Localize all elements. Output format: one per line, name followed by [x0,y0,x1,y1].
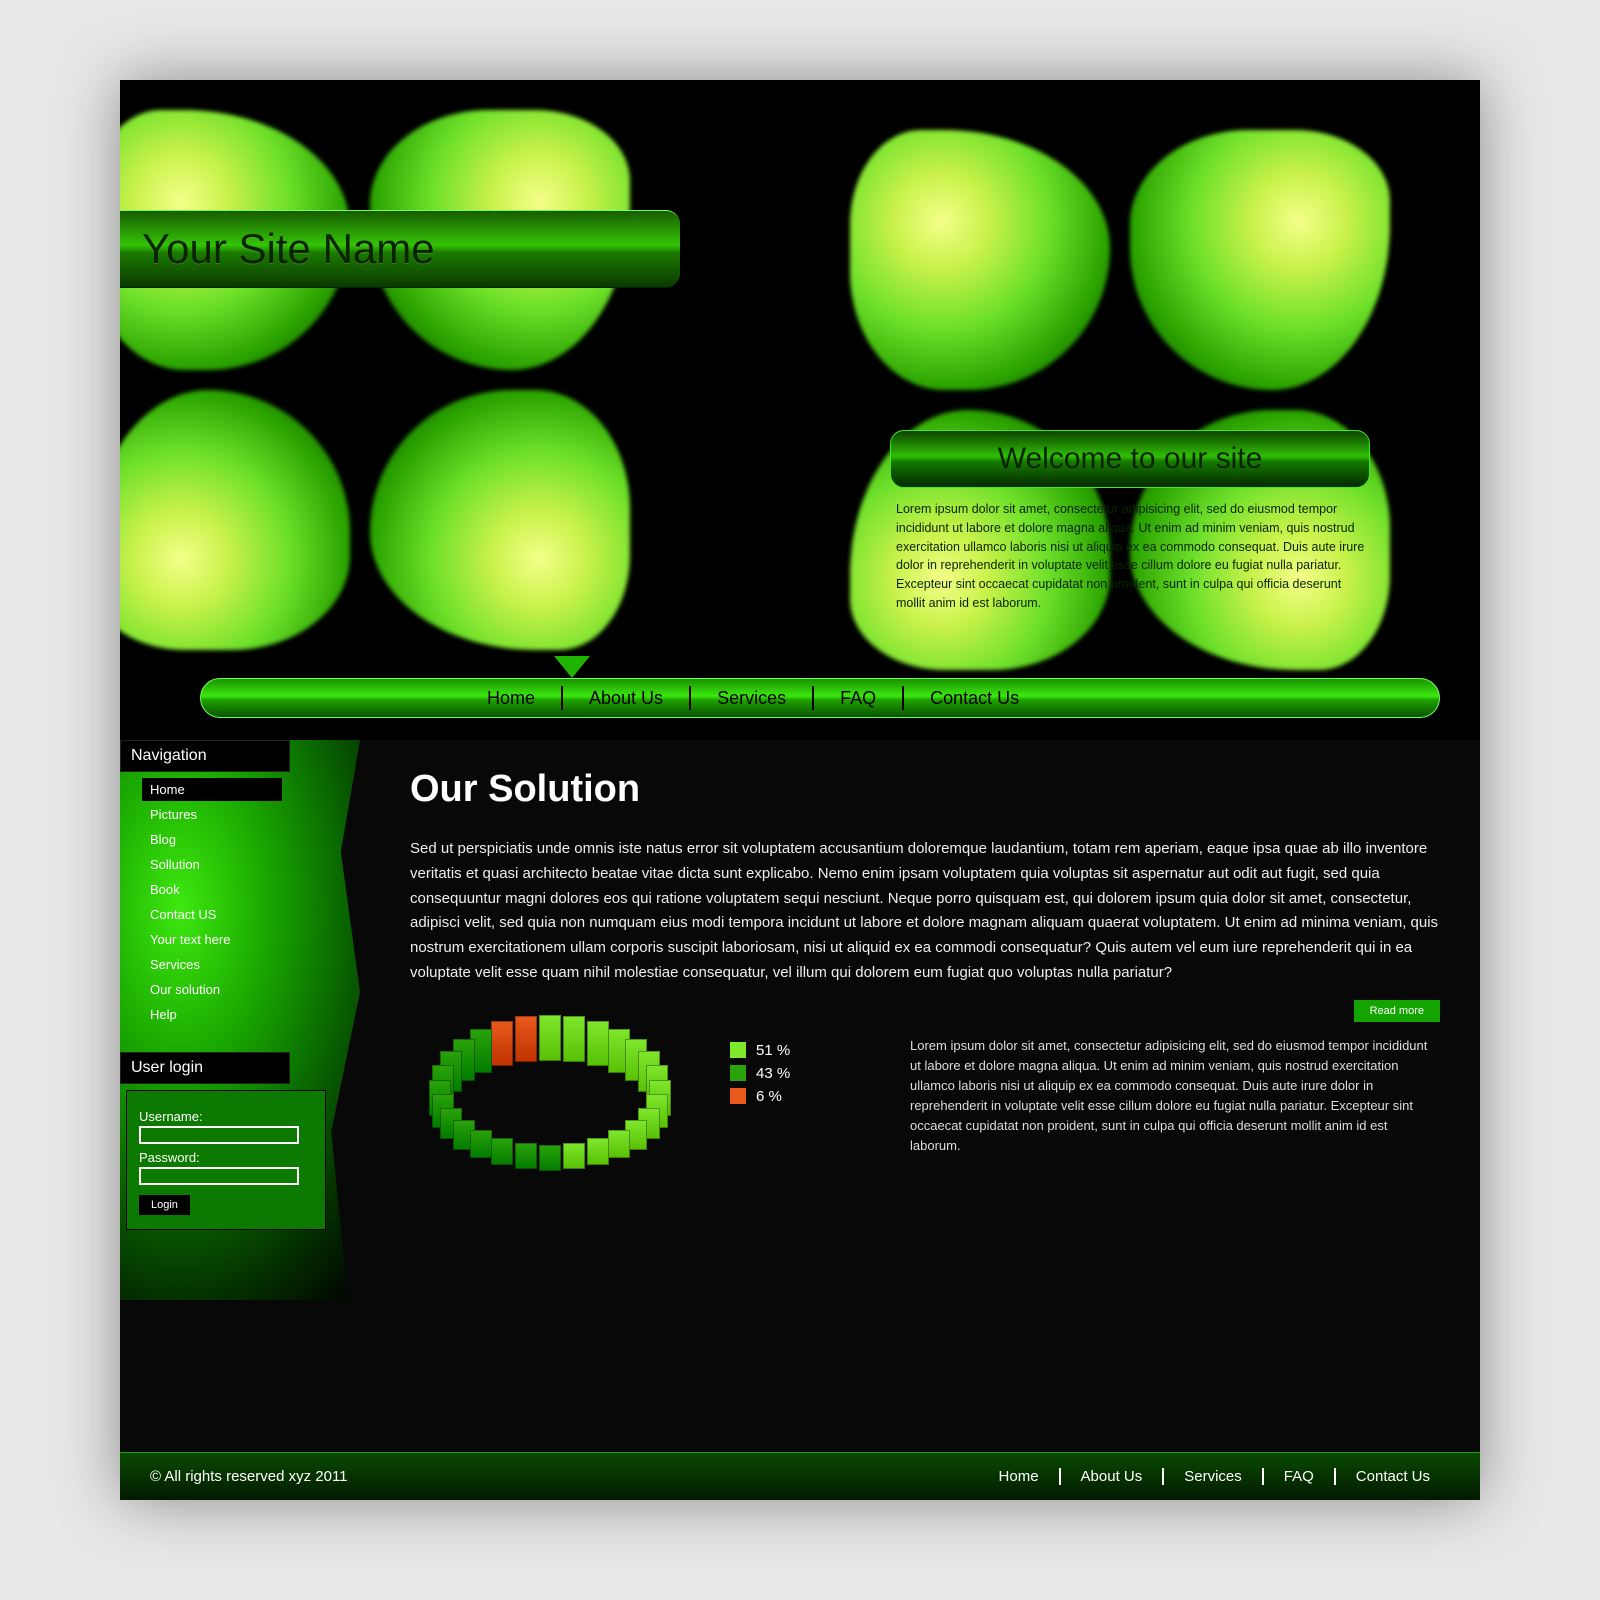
main-body-text: Sed ut perspiciatis unde omnis iste natu… [410,837,1440,986]
main-content: Our Solution Sed ut perspiciatis unde om… [360,740,1480,1452]
legend-swatch [730,1042,746,1058]
topnav-item-contact-us[interactable]: Contact Us [904,686,1045,710]
sidebar-item-pictures[interactable]: Pictures [142,803,282,826]
chart-description: Lorem ipsum dolor sit amet, consectetur … [910,1036,1440,1157]
login-username-label: Username: [139,1109,313,1124]
sidebar-item-home[interactable]: Home [142,778,282,801]
ring-segment [515,1016,537,1062]
footer-nav: HomeAbout UsServicesFAQContact Us [979,1468,1450,1485]
hero-clover-right [760,80,1480,740]
sidebar-login-title: User login [120,1052,290,1084]
body-wrap: Navigation HomePicturesBlogSollutionBook… [120,740,1480,1452]
ring-segment [587,1138,609,1165]
nav-active-marker-icon [554,656,590,678]
login-button[interactable]: Login [139,1195,190,1215]
chart-row: 51 % 43 % 6 % Lorem ipsum dolor sit amet, … [410,1036,1440,1206]
legend-label: 51 % [756,1042,790,1059]
legend-row: 6 % [730,1088,870,1105]
sidebar-item-your-text-here[interactable]: Your text here [142,928,282,951]
topnav-item-home[interactable]: Home [461,686,563,710]
sidebar-item-our-solution[interactable]: Our solution [142,978,282,1001]
sidebar: Navigation HomePicturesBlogSollutionBook… [120,740,360,1452]
footer-item-about-us[interactable]: About Us [1061,1468,1165,1485]
ring-segment [563,1143,585,1169]
welcome-body: Lorem ipsum dolor sit amet, consectetur … [896,500,1366,613]
ring-segment [515,1143,537,1169]
ring-segment [563,1016,585,1062]
sidebar-item-services[interactable]: Services [142,953,282,976]
login-box: Username: Password: Login [126,1090,326,1230]
ring-segment [491,1021,513,1066]
login-username-input[interactable] [139,1126,299,1144]
page-root: Your Site Name Welcome to our site Lorem… [120,80,1480,1500]
footer-item-faq[interactable]: FAQ [1264,1468,1336,1485]
legend-row: 43 % [730,1065,870,1082]
site-name-bar: Your Site Name [120,210,680,288]
main-heading: Our Solution [410,768,1440,811]
topnav-item-services[interactable]: Services [691,686,814,710]
topnav-item-faq[interactable]: FAQ [814,686,904,710]
chart-legend: 51 % 43 % 6 % [730,1036,870,1111]
legend-label: 43 % [756,1065,790,1082]
legend-label: 6 % [756,1088,782,1105]
footer-copyright: © All rights reserved xyz 2011 [150,1468,348,1485]
login-password-label: Password: [139,1150,313,1165]
ring-chart [410,1036,690,1206]
hero-clover-left [120,80,720,740]
footer-item-contact-us[interactable]: Contact Us [1336,1468,1450,1485]
ring-segment [608,1130,630,1158]
login-password-input[interactable] [139,1167,299,1185]
ring-segment [587,1021,609,1066]
sidebar-item-help[interactable]: Help [142,1003,282,1026]
hero: Your Site Name Welcome to our site Lorem… [120,80,1480,740]
sidebar-nav-list: HomePicturesBlogSollutionBookContact USY… [142,778,342,1026]
ring-segment [539,1145,561,1171]
sidebar-item-sollution[interactable]: Sollution [142,853,282,876]
sidebar-item-contact-us[interactable]: Contact US [142,903,282,926]
ring-segment [470,1130,492,1158]
ring-segment [539,1015,561,1061]
top-nav: HomeAbout UsServicesFAQContact Us [200,678,1440,718]
legend-swatch [730,1088,746,1104]
sidebar-item-blog[interactable]: Blog [142,828,282,851]
read-more-button[interactable]: Read more [1354,1000,1440,1022]
footer-item-services[interactable]: Services [1164,1468,1264,1485]
welcome-title: Welcome to our site [998,442,1263,476]
legend-swatch [730,1065,746,1081]
ring-segment [491,1138,513,1165]
sidebar-item-book[interactable]: Book [142,878,282,901]
site-name: Your Site Name [142,225,435,273]
footer: © All rights reserved xyz 2011 HomeAbout… [120,1452,1480,1500]
welcome-bar: Welcome to our site [890,430,1370,488]
footer-item-home[interactable]: Home [979,1468,1061,1485]
topnav-item-about-us[interactable]: About Us [563,686,691,710]
legend-row: 51 % [730,1042,870,1059]
sidebar-nav-title: Navigation [120,740,290,772]
